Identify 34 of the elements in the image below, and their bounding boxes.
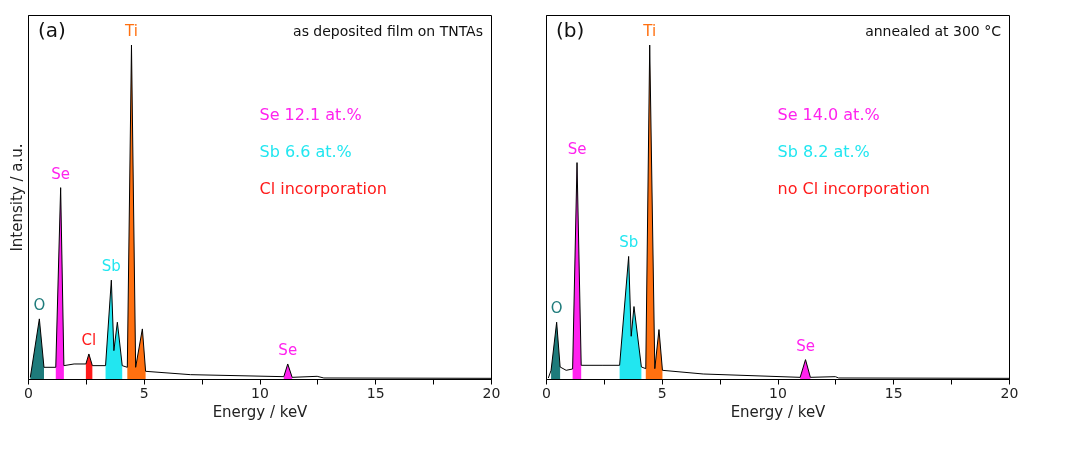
series-label: Ti <box>124 22 138 41</box>
annotation: Cl incorporation <box>259 179 387 198</box>
series-label: Se <box>278 340 298 359</box>
x-tick-label: 20 <box>1000 384 1019 401</box>
series-label: Sb <box>101 257 121 276</box>
chart-subtitle: annealed at 300 °C <box>865 23 1002 39</box>
x-tick-label: 15 <box>884 384 903 401</box>
chart-title: (a) <box>38 18 66 42</box>
annotation: no Cl incorporation <box>777 179 930 198</box>
series-label: O <box>550 299 563 318</box>
x-tick-label: 5 <box>657 384 667 401</box>
x-tick-label: 20 <box>482 384 501 401</box>
annotation: Se 14.0 at.% <box>777 105 880 124</box>
x-axis-title: Energy / keV <box>212 402 309 421</box>
x-tick-label: 15 <box>366 384 385 401</box>
series-label: O <box>33 295 46 314</box>
x-tick-label: 10 <box>769 384 787 401</box>
x-tick-label: 5 <box>139 384 149 401</box>
annotation: Sb 6.6 at.% <box>259 142 352 161</box>
annotation: Se 12.1 at.% <box>259 105 362 124</box>
annotation: Sb 8.2 at.% <box>777 142 870 161</box>
series-label: Ti <box>642 22 657 41</box>
series-label: Se <box>51 164 71 183</box>
x-tick-label: 0 <box>542 384 551 401</box>
series-label: Se <box>567 139 587 158</box>
y-axis-title: Intensity / a.u. <box>7 143 26 252</box>
series-label: Se <box>796 336 815 355</box>
chart-title: (b) <box>556 18 585 42</box>
chart-subtitle: as deposited film on TNTAs <box>293 23 483 39</box>
series-label: Cl <box>81 330 97 349</box>
x-axis-title: Energy / keV <box>730 402 827 421</box>
x-tick-label: 10 <box>251 384 269 401</box>
series-label: Sb <box>619 233 639 252</box>
x-tick-label: 0 <box>24 384 33 401</box>
